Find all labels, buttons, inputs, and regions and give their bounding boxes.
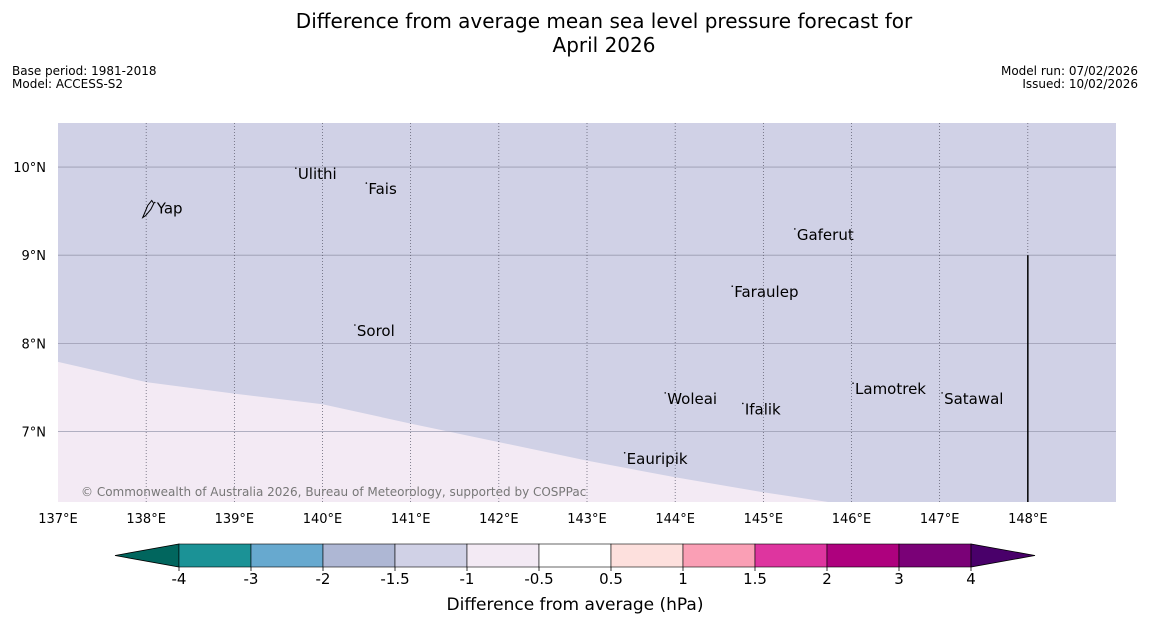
- lon-tick-label: 148°E: [1008, 512, 1048, 527]
- copyright-notice: © Commonwealth of Australia 2026, Bureau…: [81, 485, 586, 499]
- map-area: [58, 123, 1116, 502]
- meta-right: Model run: 07/02/2026 Issued: 10/02/2026: [1001, 65, 1138, 91]
- colorbar-tick-label: -1.5: [380, 570, 409, 588]
- place-label: Satawal: [944, 390, 1003, 408]
- lon-tick-label: 143°E: [567, 512, 607, 527]
- lon-tick-label: 137°E: [38, 512, 78, 527]
- island-marker: [742, 402, 744, 405]
- place-label: Sorol: [357, 322, 395, 340]
- colorbar-swatch: [538, 543, 612, 568]
- lon-tick-label: 142°E: [479, 512, 519, 527]
- lat-tick-label: 9°N: [22, 249, 47, 264]
- place-labels: Yap Ulithi Fais Gaferut Faraulep Sorol Woleai I…: [141, 165, 1003, 468]
- colorbar-tick-label: 1: [678, 570, 688, 588]
- colorbar-tick-label: -4: [172, 570, 187, 588]
- lat-tick-label: 8°N: [22, 337, 47, 352]
- island-marker: [852, 382, 854, 384]
- region-lower: [58, 361, 829, 502]
- colorbar-tick-label: 0.5: [599, 570, 623, 588]
- colorbar-extend-high: [970, 543, 1036, 568]
- lon-tick-label: 140°E: [303, 512, 343, 527]
- island-outline-yap: [141, 199, 155, 219]
- colorbar-swatch: [250, 543, 324, 568]
- colorbar-tick-label: -1: [460, 570, 475, 588]
- map-axes: 10°N 9°N 8°N 7°N 137°E 138°E 139°E 140°E 141°E 14…: [13, 161, 1047, 527]
- island-marker: [941, 392, 943, 394]
- island-marker: [354, 324, 356, 326]
- place-label: Gaferut: [797, 226, 854, 244]
- place-label: Ifalik: [745, 400, 781, 418]
- colorbar-swatch: [466, 543, 540, 568]
- colorbar-tick-label: -0.5: [524, 570, 553, 588]
- base-period: Base period: 1981-2018: [12, 64, 157, 78]
- colorbar-title: Difference from average (hPa): [447, 595, 704, 615]
- colorbar-swatch: [898, 543, 972, 568]
- colorbar: -4 -3 -2 -1.5 -1 -0.5 0.5 1 1.5 2 3 4: [114, 543, 1036, 588]
- lon-tick-label: 145°E: [744, 512, 784, 527]
- place-label: Yap: [156, 199, 183, 217]
- colorbar-extend-low: [114, 543, 180, 568]
- colorbar-swatch: [754, 543, 828, 568]
- lon-tick-label: 139°E: [215, 512, 255, 527]
- colorbar-tick-label: -3: [244, 570, 259, 588]
- island-marker: [623, 452, 626, 454]
- lat-tick-label: 7°N: [22, 425, 47, 440]
- colorbar-swatch: [610, 543, 684, 568]
- colorbar-tick-label: 2: [822, 570, 832, 588]
- lat-tick-label: 10°N: [13, 161, 46, 176]
- map-title: Difference from average mean sea level p…: [0, 9, 1150, 57]
- colorbar-swatch: [682, 543, 756, 568]
- colorbar-swatch: [826, 543, 900, 568]
- lon-tick-label: 146°E: [832, 512, 872, 527]
- colorbar-tick-label: 1.5: [743, 570, 767, 588]
- lon-tick-label: 144°E: [655, 512, 695, 527]
- colorbar-swatch: [178, 543, 252, 568]
- issued-date: Issued: 10/02/2026: [1022, 77, 1138, 91]
- colorbar-tick-label: 3: [894, 570, 904, 588]
- lon-tick-label: 138°E: [126, 512, 166, 527]
- place-label: Eauripik: [627, 450, 688, 468]
- island-marker: [153, 201, 156, 204]
- model-name: Model: ACCESS-S2: [12, 77, 124, 91]
- island-marker: [731, 285, 734, 288]
- island-marker: [295, 167, 297, 169]
- place-label: Ulithi: [298, 165, 337, 183]
- colorbar-swatch: [322, 543, 396, 568]
- title-line-2: April 2026: [552, 33, 656, 57]
- colorbar-tick-label: 4: [966, 570, 976, 588]
- island-marker: [664, 392, 667, 394]
- colorbar-swatch: [394, 543, 468, 568]
- colorbar-tick-label: -2: [316, 570, 331, 588]
- place-label: Woleai: [667, 390, 717, 408]
- place-label: Lamotrek: [855, 380, 926, 398]
- place-label: Faraulep: [734, 283, 798, 301]
- island-marker: [365, 182, 368, 184]
- island-marker: [794, 228, 796, 230]
- meta-left: Base period: 1981-2018 Model: ACCESS-S2: [12, 65, 157, 91]
- place-label: Fais: [368, 180, 397, 198]
- model-run: Model run: 07/02/2026: [1000, 64, 1138, 78]
- lon-tick-label: 147°E: [920, 512, 960, 527]
- title-line-1: Difference from average mean sea level p…: [295, 9, 913, 33]
- lon-tick-label: 141°E: [391, 512, 431, 527]
